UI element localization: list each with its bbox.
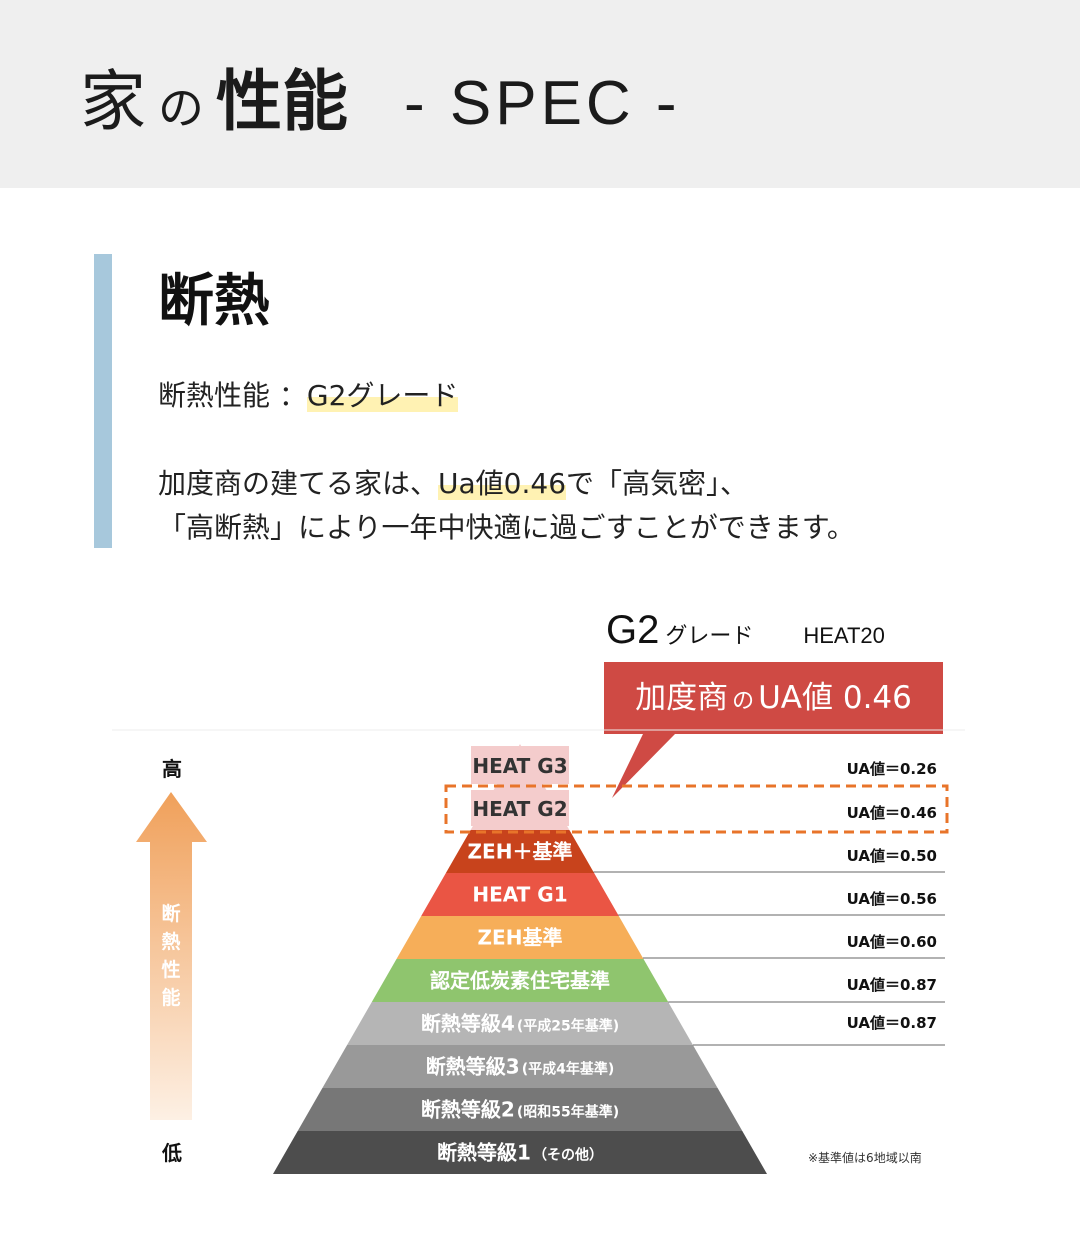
footnote: ※基準値は6地域以南 [808,1150,922,1165]
tier-label-bg-2 [471,790,569,826]
tier-name-10: 断熱等級1 [437,1141,531,1165]
tier-label-8: 断熱等級3 (平成4年基準) [426,1055,614,1079]
tier-name-1: HEAT G3 [472,754,567,778]
pyramid-tier-5 [396,916,644,959]
desc-highlight: Ua値0.46 [438,467,567,500]
title-seino: 性能 [216,63,348,140]
tier-label-4: HEAT G1 [472,883,567,907]
axis-caption: 断熱性能 [161,902,180,1009]
ua-value-callout: 加度商の UA値 0.46 [604,662,943,734]
section-title: 断熱 [158,269,270,334]
title-no: の [158,81,204,135]
callout-pointer [612,734,675,798]
axis-caption-char-4: 能 [161,986,180,1009]
ua-value-7: UA値＝0.87 [847,1014,937,1032]
tier-label-bg-1 [471,746,569,784]
ua-value-1: UA値＝0.26 [847,760,937,778]
heat20-label: HEAT20 [803,623,885,648]
page-header: 家の性能 - SPEC - [0,0,1080,188]
page-title: 家の性能 - SPEC - [80,48,681,144]
section-description: 加度商の建てる家は、Ua値0.46で「高気密」、 「高断熱」により一年中快適に過… [158,462,855,550]
axis-caption-char-2: 熱 [161,930,180,953]
pyramid-tier-7 [347,1002,693,1045]
axis-caption-char-1: 断 [161,902,180,925]
tier-name-6: 認定低炭素住宅基準 [430,969,610,993]
pyramid-tier-6 [371,959,669,1002]
tier-sub-8: (平成4年基準) [522,1061,615,1078]
tier-label-10: 断熱等級1 （その他） [437,1141,603,1165]
ua-box-company: 加度商 [635,680,729,716]
insulation-section: 断熱 断熱性能 ：G2グレード 加度商の建てる家は、Ua値0.46で「高気密」、… [94,254,1054,548]
title-spec: - SPEC - [404,69,681,138]
tier-name-4: HEAT G1 [472,883,567,907]
pyramid-tier-10 [273,1131,767,1174]
tier-name-8: 断熱等級3 [426,1055,520,1079]
tier-label-2: HEAT G2 [472,797,567,821]
pyramid-tier-9 [297,1088,743,1131]
performance-arrow [136,792,207,1120]
ua-value-2: UA値＝0.46 [847,804,937,822]
ua-box-no: の [732,689,755,714]
grade-big: G2 [606,608,660,652]
pyramid-tiers: HEAT G3 HEAT G2 ZEH＋基準 HEAT G1 ZEH基準認定低炭素住宅基… [273,744,767,1174]
desc-part2: で「高気密」、 [566,467,749,500]
ua-value-3: UA値＝0.50 [847,847,937,865]
tier-name-2: HEAT G2 [472,797,567,821]
tier-label-7: 断熱等級4 (平成25年基準) [421,1012,619,1036]
title-ie: 家 [80,63,146,140]
ua-value-5: UA値＝0.60 [847,933,937,951]
desc-line-2: 「高断熱」により一年中快適に過ごすことができます。 [158,511,855,544]
axis-high-label: 高 [162,757,182,781]
tier-name-7: 断熱等級4 [421,1012,515,1036]
tier-sub-7: (平成25年基準) [517,1018,619,1035]
spec-value: G2グレード [306,379,459,412]
tier-label-6: 認定低炭素住宅基準 [430,969,610,993]
tier-sub-10: （その他） [533,1147,603,1164]
spec-line: 断熱性能 ：G2グレード [158,374,459,414]
ua-value-4: UA値＝0.56 [847,890,937,908]
desc-part1: 加度商の建てる家は、 [158,467,439,500]
tier-sub-9: (昭和55年基準) [517,1104,619,1121]
pyramid-tier-3 [445,830,595,873]
tier-label-3: ZEH＋基準 [468,840,573,864]
pyramid-tier-8 [322,1045,718,1088]
tier-name-9: 断熱等級2 [421,1098,515,1122]
axis-caption-char-3: 性 [161,958,180,981]
ua-box-value: UA値 0.46 [758,680,912,716]
tier-name-3: ZEH＋基準 [468,840,573,864]
tier-label-5: ZEH基準 [478,926,563,950]
tier-label-9: 断熱等級2 (昭和55年基準) [421,1098,619,1122]
ua-value-6: UA値＝0.87 [847,976,937,994]
section-accent-bar [94,254,112,548]
ua-value-list: UA値＝0.26 UA値＝0.46 UA値＝0.50 UA値＝0.56 UA値＝0.60… [593,760,945,1046]
tier-label-1: HEAT G3 [472,754,567,778]
pyramid-tier-4 [421,873,619,916]
desc-line-1: 加度商の建てる家は、Ua値0.46で「高気密」、 [158,462,855,506]
grade-callout: G2 グレード HEAT20 [606,608,885,653]
axis-low-label: 低 [161,1141,182,1165]
tier-name-5: ZEH基準 [478,926,563,950]
spec-label: 断熱性能 ： [158,379,307,412]
grade-small: グレード [665,624,754,649]
